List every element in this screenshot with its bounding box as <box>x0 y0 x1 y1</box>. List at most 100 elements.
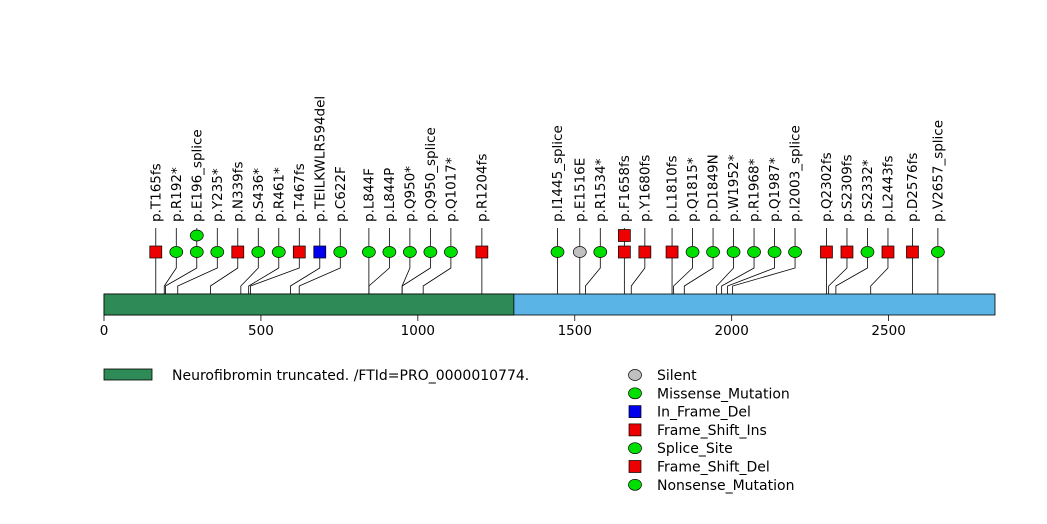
mutation-label: p.L844P <box>382 168 398 222</box>
connector-22 <box>673 252 693 294</box>
connector-20 <box>630 252 646 294</box>
mutation-label: p.C622F <box>333 166 349 222</box>
marker-21-0 <box>665 245 679 259</box>
legend-domain-swatch <box>103 368 153 381</box>
mutation-label: p.Q950_splice <box>423 127 439 222</box>
marker-6-0 <box>271 246 286 258</box>
connector-5 <box>240 252 259 294</box>
mutation-label: p.S2332* <box>860 159 876 222</box>
marker-12-0 <box>403 246 417 258</box>
connector-3 <box>177 252 218 294</box>
marker-33-0 <box>931 246 945 258</box>
legend-marker <box>628 387 642 400</box>
x-tick-label: 1500 <box>558 323 592 339</box>
connector-31 <box>870 252 889 294</box>
mutation-label: p.L2443fs <box>880 155 896 222</box>
marker-2-1 <box>189 229 204 242</box>
legend-label: Splice_Site <box>657 441 733 457</box>
x-tick-label: 0 <box>100 323 109 339</box>
legend-label: Nonsense_Mutation <box>657 478 794 494</box>
marker-23-0 <box>706 246 720 258</box>
marker-0-0 <box>149 245 163 259</box>
marker-22-0 <box>685 246 700 258</box>
mutation-label: p.L1810fs <box>665 155 681 222</box>
mutation-label: p.S2309fs <box>839 154 855 222</box>
connector-12 <box>401 252 411 294</box>
mutation-markers <box>149 229 945 259</box>
marker-30-0 <box>860 246 875 258</box>
mutation-label: p.Y235* <box>210 168 226 222</box>
mutation-label: p.T467fs <box>292 163 308 222</box>
legend-domain-label: Neurofibromin truncated. /FTId=PRO_00000… <box>172 368 529 384</box>
legend-marker <box>628 369 642 381</box>
legend-marker <box>628 442 642 455</box>
mutation-label: p.D1849N <box>706 154 722 222</box>
connector-27 <box>732 252 796 294</box>
connector-30 <box>835 252 868 294</box>
marker-25-0 <box>747 246 761 258</box>
connector-13 <box>401 252 431 294</box>
legend-label: Frame_Shift_Del <box>657 460 770 476</box>
marker-16-0 <box>550 246 565 258</box>
marker-3-0 <box>210 246 225 258</box>
legend: Neurofibromin truncated. /FTId=PRO_00000… <box>103 368 794 494</box>
marker-20-0 <box>638 245 652 259</box>
mutation-label: p.Y1680fs <box>637 155 653 222</box>
marker-19-0 <box>618 245 631 259</box>
mutation-label: p.S436* <box>251 168 267 222</box>
mutation-label: p.E1516E <box>572 158 588 222</box>
mutation-label: p.I2003_splice <box>788 125 804 222</box>
connector-4 <box>209 252 239 294</box>
x-tick-label: 500 <box>248 323 274 339</box>
mutation-label: p.L844F <box>361 168 377 222</box>
x-tick-label: 2500 <box>871 323 905 339</box>
connector-1 <box>163 252 177 294</box>
connector-26 <box>727 252 775 294</box>
marker-14-0 <box>444 246 458 258</box>
marker-26-0 <box>767 246 782 258</box>
mutation-label: p.Q1017* <box>443 157 459 222</box>
marker-19-1 <box>618 229 631 242</box>
marker-11-0 <box>382 246 397 258</box>
connector-lines <box>155 252 939 294</box>
x-tick-label: 1000 <box>401 323 435 339</box>
mutation-label: p.F1658fs <box>617 155 633 222</box>
marker-1-0 <box>169 246 184 258</box>
mutation-label: p.W1952* <box>726 154 742 222</box>
mutation-label: p.V2657_splice <box>930 120 946 222</box>
legend-label: In_Frame_Del <box>657 405 751 421</box>
marker-10-0 <box>362 246 376 258</box>
marker-15-0 <box>475 245 489 259</box>
connector-24 <box>716 252 734 294</box>
marker-13-0 <box>423 246 438 258</box>
mutation-label: p.R1204fs <box>474 154 490 222</box>
x-axis: 0 500 1000 1500 2000 2500 <box>100 315 906 339</box>
connector-18 <box>585 252 601 294</box>
marker-18-0 <box>593 246 608 258</box>
mutation-label: p.R192* <box>169 167 185 222</box>
marker-2-0 <box>189 246 204 258</box>
mutation-label: p.I1445_splice <box>550 125 566 222</box>
connector-29 <box>828 252 848 294</box>
marker-24-0 <box>726 246 741 258</box>
connector-25 <box>721 252 755 294</box>
connector-6 <box>248 252 280 294</box>
marker-5-0 <box>251 246 266 258</box>
marker-4-0 <box>231 245 245 259</box>
mutation-label: p.Q1815* <box>685 157 701 222</box>
mutation-label: p.E196_splice <box>189 129 205 222</box>
connector-8 <box>290 252 321 294</box>
mutation-label: p.T165fs <box>148 163 164 222</box>
connector-7 <box>250 252 300 294</box>
legend-marker <box>628 405 642 418</box>
marker-29-0 <box>840 245 854 259</box>
mutation-label: p.R1534* <box>593 158 609 222</box>
legend-label: Missense_Mutation <box>657 386 790 402</box>
marker-27-0 <box>788 246 802 258</box>
mutation-label: p.R1968* <box>747 158 763 222</box>
marker-9-0 <box>333 246 348 258</box>
mutation-label: p.Q1987* <box>767 157 783 222</box>
marker-7-0 <box>292 245 306 259</box>
marker-28-0 <box>820 245 833 259</box>
